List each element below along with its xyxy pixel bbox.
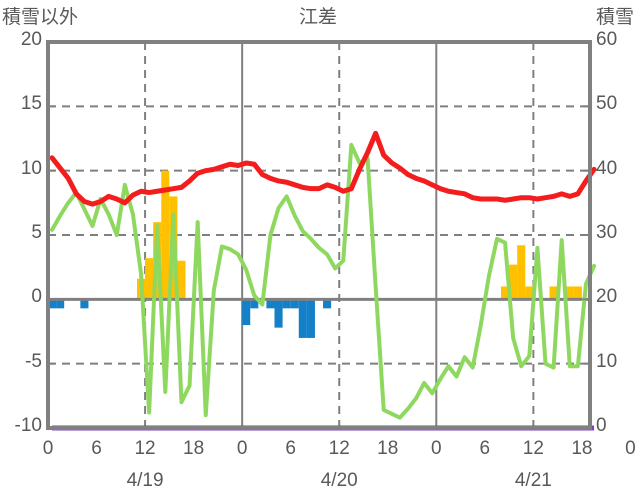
left-tick-label: 15	[20, 93, 42, 115]
left-tick-label: 20	[20, 29, 42, 50]
left-tick-label: 10	[20, 157, 42, 179]
right-axis-title: 積雪	[595, 7, 634, 28]
right-tick-label: 30	[596, 222, 618, 243]
x-tick-label: 6	[285, 438, 296, 459]
right-tick-label: 10	[596, 350, 618, 372]
x-tick-label: 0	[42, 438, 54, 459]
day-label: 4/19	[126, 470, 164, 491]
right-tick-label: 20	[596, 286, 618, 308]
series-layer	[48, 130, 597, 431]
left-tick-label: 5	[31, 222, 42, 243]
chart-title: 江差	[298, 7, 337, 28]
x-tick-label: 18	[571, 438, 593, 459]
right-tick-label: 40	[596, 157, 618, 179]
x-tick-label: 12	[134, 438, 156, 459]
x-tick-label: 0	[625, 438, 636, 459]
day-label: 4/21	[514, 470, 552, 491]
x-tick-label: 6	[91, 438, 102, 459]
x-tick-label: 0	[236, 438, 248, 459]
left-tick-label: 0	[31, 286, 42, 308]
x-tick-label: 6	[479, 438, 491, 459]
right-tick-label: 50	[596, 93, 618, 115]
right-tick-label: 0	[596, 415, 607, 436]
x-tick-label: 18	[377, 438, 399, 459]
left-tick-label: -10	[14, 415, 42, 436]
x-tick-label: 18	[183, 438, 205, 459]
day-label: 4/20	[320, 470, 358, 491]
x-tick-label: 12	[328, 438, 350, 459]
left-tick-label: -5	[25, 350, 42, 372]
right-tick-label: 60	[596, 29, 618, 50]
left-axis-title: 積雪以外	[2, 7, 79, 28]
x-tick-label: 0	[431, 438, 442, 459]
gridlines	[48, 42, 590, 428]
plot-frame	[46, 40, 592, 430]
x-tick-label: 12	[522, 438, 544, 459]
